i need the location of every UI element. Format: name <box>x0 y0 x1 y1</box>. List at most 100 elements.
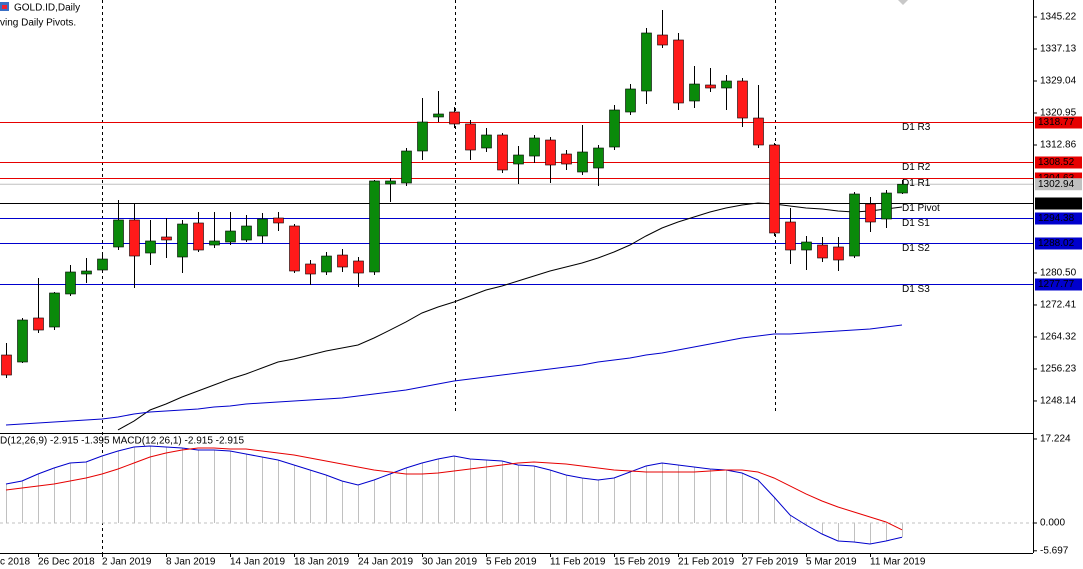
macd-line <box>5 445 903 545</box>
candle-body <box>721 80 732 89</box>
x-tick-label: c 2018 <box>0 557 30 568</box>
price-label: 1294.38 <box>1038 213 1075 224</box>
candle-body <box>193 222 204 251</box>
candle-body <box>385 180 396 185</box>
y-tick-label: -5.697 <box>1040 545 1069 556</box>
candle-body <box>481 134 492 149</box>
pivot-label: D1 Pivot <box>902 203 940 214</box>
price-label-box <box>1035 178 1082 191</box>
candle-body <box>609 109 620 148</box>
candle-body <box>769 144 780 234</box>
candle-body <box>161 236 172 241</box>
symbol-icon <box>2 5 7 9</box>
candle-body <box>881 192 892 220</box>
candle-body <box>145 240 156 254</box>
candle-body <box>561 153 572 165</box>
pivot-label: D1 R1 <box>902 178 931 189</box>
price-label-box <box>1035 278 1082 291</box>
candle-body <box>113 219 124 248</box>
price-label: 1277.77 <box>1038 279 1075 290</box>
y-tick-label: 1264.32 <box>1040 332 1077 343</box>
y-tick-label: 1320.95 <box>1040 108 1077 119</box>
x-tick-label: 21 Feb 2019 <box>678 557 735 568</box>
candle-body <box>257 218 268 237</box>
candle-body <box>353 260 364 274</box>
x-tick-label: 30 Jan 2019 <box>422 557 477 568</box>
candle-body <box>241 225 252 241</box>
x-tick-label: 24 Jan 2019 <box>358 557 413 568</box>
candle-body <box>209 240 220 246</box>
pivot-label: D1 S1 <box>902 218 930 229</box>
candle-body <box>305 263 316 275</box>
candle-body <box>897 183 908 194</box>
moving-average <box>5 324 903 426</box>
x-tick-label: 14 Jan 2019 <box>230 557 285 568</box>
candle-body <box>545 139 556 166</box>
price-label-box <box>1035 237 1082 250</box>
y-tick-label: 1345.22 <box>1040 12 1077 23</box>
candle-body <box>625 88 636 113</box>
pivot-label: D1 R3 <box>902 122 931 133</box>
y-tick-label: 1272.41 <box>1040 300 1077 311</box>
price-label: 1298.27 <box>1038 198 1075 209</box>
x-tick-label: 8 Jan 2019 <box>166 557 216 568</box>
pivot-label: D1 S2 <box>902 243 930 254</box>
candle-body <box>465 123 476 151</box>
chart-title: GOLD.ID,Daily <box>14 3 80 14</box>
pivot-label: D1 R2 <box>902 162 931 173</box>
candle-body <box>529 137 540 157</box>
x-tick-label: 5 Mar 2019 <box>806 557 857 568</box>
price-label-box <box>1035 156 1082 169</box>
candle-body <box>785 221 796 251</box>
price-label: 1302.94 <box>1038 179 1075 190</box>
candle-body <box>49 292 60 328</box>
candle-body <box>81 270 92 275</box>
candle-body <box>689 83 700 102</box>
candle-body <box>177 223 188 258</box>
candle-body <box>33 317 44 331</box>
candle-body <box>737 80 748 119</box>
candle-body <box>97 258 108 271</box>
x-tick-label: 5 Feb 2019 <box>486 557 537 568</box>
candle-body <box>705 84 716 89</box>
x-tick-label: 27 Feb 2019 <box>742 557 799 568</box>
candle-body <box>497 134 508 171</box>
indicator-title: ving Daily Pivots. <box>0 18 76 29</box>
candle-body <box>817 244 828 259</box>
y-tick-label: 1312.86 <box>1040 140 1077 151</box>
y-tick-label: 1329.04 <box>1040 76 1077 87</box>
y-tick-label: 1248.14 <box>1040 396 1077 407</box>
x-tick-label: 15 Feb 2019 <box>614 557 671 568</box>
candle-body <box>273 217 284 224</box>
x-tick-label: 18 Jan 2019 <box>294 557 349 568</box>
x-tick-label: 2 Jan 2019 <box>102 557 152 568</box>
candle-body <box>65 271 76 295</box>
candle-body <box>865 203 876 223</box>
candle-body <box>401 150 412 184</box>
candle-body <box>225 230 236 243</box>
y-tick-label: 1256.23 <box>1040 364 1077 375</box>
candle-body <box>129 219 140 257</box>
candle-body <box>1 354 12 376</box>
candle-body <box>833 246 844 261</box>
price-label-box <box>1035 197 1082 210</box>
y-tick-label: 1337.13 <box>1040 44 1077 55</box>
candle-body <box>17 319 28 363</box>
candle-body <box>673 39 684 104</box>
y-tick-label: 0.000 <box>1040 518 1065 529</box>
candle-body <box>641 32 652 92</box>
y-tick-label: 17.224 <box>1040 434 1071 445</box>
candle-body <box>337 254 348 268</box>
x-tick-label: 26 Dec 2018 <box>38 557 95 568</box>
price-label: 1308.52 <box>1038 157 1075 168</box>
candle-body <box>369 180 380 273</box>
candle-body <box>577 151 588 173</box>
y-tick-label: 1280.50 <box>1040 268 1077 279</box>
x-tick-label: 11 Mar 2019 <box>870 557 926 568</box>
price-label: 1318.77 <box>1038 117 1075 128</box>
candle-body <box>593 147 604 169</box>
candle-body <box>321 255 332 273</box>
candle-body <box>433 113 444 118</box>
candle-body <box>849 193 860 257</box>
